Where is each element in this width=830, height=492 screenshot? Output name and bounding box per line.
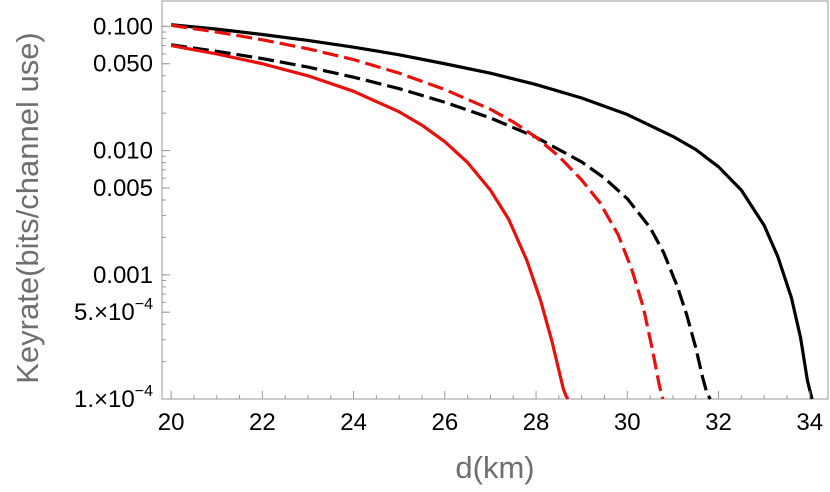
x-tick-label: 24	[340, 409, 367, 436]
y-tick-label: 0.050	[93, 51, 153, 78]
x-tick-label: 28	[523, 409, 550, 436]
x-tick-label: 32	[705, 409, 732, 436]
x-axis: 20 22 24 26 28 30 32 34	[158, 391, 823, 436]
series-layer	[170, 23, 814, 400]
series-line-1	[170, 23, 814, 400]
x-tick-label: 30	[614, 409, 641, 436]
plot-area: 20 22 24 26 28 30 32 34 0.100 0.050 0.010 0.005 0.0…	[74, 0, 829, 436]
y-axis-title: Keyrate(bits/channel use)	[10, 32, 45, 384]
y-tick-label: 5.×10−4	[74, 296, 153, 326]
x-tick-label: 20	[158, 409, 185, 436]
y-tick-label: 0.010	[93, 138, 153, 165]
y-axis: 0.100 0.050 0.010 0.005 0.001 5.×10−4 1.×10−4	[74, 13, 170, 413]
x-tick-label: 26	[431, 409, 458, 436]
series-line-3	[170, 23, 665, 400]
y-tick-label: 1.×10−4	[74, 383, 153, 413]
series-line-4	[170, 44, 570, 400]
x-tick-label: 34	[796, 409, 823, 436]
series-line-2	[170, 43, 712, 400]
y-tick-label: 0.005	[93, 175, 153, 202]
x-tick-label: 22	[249, 409, 276, 436]
y-tick-label: 0.100	[93, 13, 153, 40]
y-tick-label: 0.001	[93, 262, 153, 289]
x-axis-title: d(km)	[455, 450, 534, 485]
